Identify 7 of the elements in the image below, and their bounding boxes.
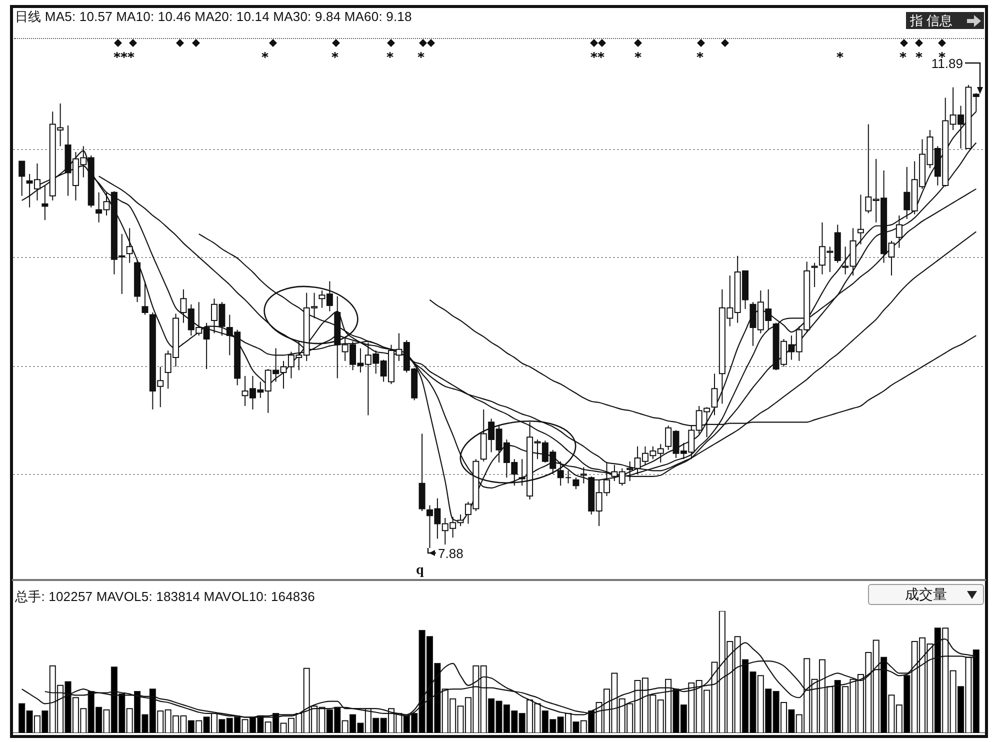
annotation: 7.88 bbox=[438, 546, 464, 561]
text: 指 信息 bbox=[910, 13, 953, 28]
chart-title: 日线 MA5: 10.57 MA10: 10.46 MA20: 10.14 MA30: 9.84 MA60: 9.18 bbox=[15, 8, 412, 26]
chart-title: 总手: 102257 MAVOL5: 183814 MAVOL10: 164836 bbox=[15, 588, 315, 606]
text: 11.89 bbox=[931, 56, 963, 71]
text: 成交量 bbox=[905, 585, 947, 604]
text: q bbox=[416, 563, 424, 579]
